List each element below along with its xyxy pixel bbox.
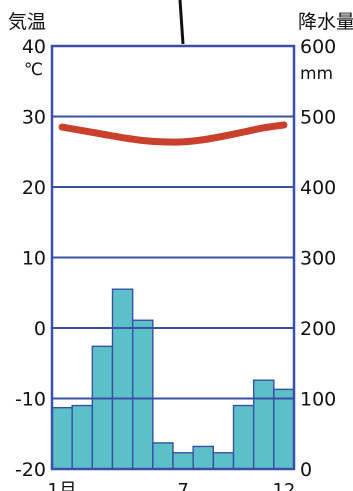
right-tick-label: 0	[300, 459, 312, 481]
pointer-line	[178, 0, 185, 45]
temperature-curve	[58, 121, 288, 146]
precip-bar-1	[51, 406, 73, 470]
precip-bar-5	[131, 319, 154, 470]
right-tick-labels: 0 100 200 300 400 500 600	[300, 36, 336, 481]
precip-bar-2	[71, 404, 94, 470]
precipitation-bars	[51, 288, 295, 470]
left-tick-label: 40	[22, 36, 46, 58]
right-axis-title: 降水量	[298, 11, 353, 33]
right-axis-unit: mm	[300, 64, 333, 84]
right-tick-label: 600	[300, 36, 336, 58]
precip-bar-8	[192, 445, 215, 470]
precip-bar-3	[91, 345, 114, 470]
left-axis-unit: ℃	[24, 60, 43, 80]
left-tick-label: -10	[15, 389, 46, 411]
left-tick-label: 10	[22, 248, 46, 270]
left-tick-labels: -20 -10 0 10 20 30 40	[15, 36, 46, 481]
x-tick-labels: 1月 7 12	[47, 480, 295, 491]
left-tick-label: 20	[22, 177, 46, 199]
left-tick-label: 30	[22, 107, 46, 129]
precip-bar-11	[252, 379, 275, 470]
precip-bar-10	[232, 404, 255, 470]
x-tick-label: 7	[177, 480, 188, 491]
precip-bar-4	[111, 288, 134, 470]
temperature-line	[58, 121, 288, 146]
right-tick-label: 500	[300, 107, 336, 129]
right-tick-label: 300	[300, 248, 336, 270]
precip-bar-12	[273, 388, 295, 470]
left-tick-label: 0	[34, 318, 46, 340]
gridlines	[52, 115, 294, 400]
plot-frame	[50, 44, 296, 471]
x-tick-label: 1月	[47, 480, 76, 491]
x-tick-label: 12	[272, 480, 295, 491]
plot-border	[50, 44, 296, 471]
left-axis-title: 気温	[8, 11, 46, 33]
precip-bar-9	[212, 452, 235, 470]
precip-bar-7	[172, 452, 194, 470]
right-tick-label: 400	[300, 177, 336, 199]
left-tick-label: -20	[15, 459, 46, 481]
right-tick-label: 100	[300, 389, 336, 411]
right-tick-label: 200	[300, 318, 336, 340]
precip-bar-6	[152, 442, 174, 470]
